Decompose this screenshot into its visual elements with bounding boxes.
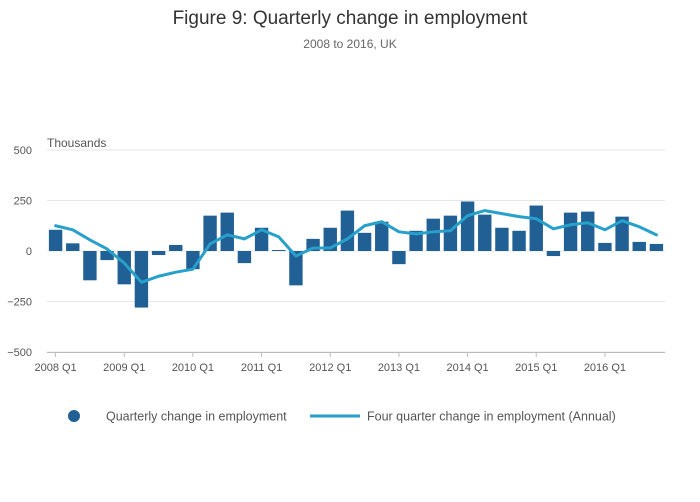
bar bbox=[254, 227, 269, 251]
bar bbox=[632, 241, 646, 251]
bar bbox=[409, 230, 423, 251]
bar bbox=[169, 244, 183, 251]
x-tick-label: 2008 Q1 bbox=[34, 362, 76, 374]
x-tick-label: 2011 Q1 bbox=[241, 362, 282, 374]
bar bbox=[237, 251, 252, 264]
x-tick-label: 2012 Q1 bbox=[309, 362, 351, 374]
y-tick-label: 250 bbox=[14, 196, 32, 208]
bar bbox=[48, 229, 63, 251]
bar bbox=[478, 214, 492, 251]
chart-subtitle: 2008 to 2016, UK bbox=[303, 37, 396, 51]
x-tick-label: 2009 Q1 bbox=[103, 362, 145, 374]
legend: Quarterly change in employment Four quar… bbox=[68, 410, 616, 424]
x-axis-ticks: 2008 Q1 2009 Q1 2010 Q1 2011 Q1 2012 Q1 2013 … bbox=[34, 352, 626, 374]
annual-change-line bbox=[54, 209, 658, 284]
y-axis-ticks: 500 250 0 −250 −500 bbox=[7, 145, 32, 359]
x-tick-label: 2014 Q1 bbox=[446, 362, 488, 374]
bar bbox=[615, 216, 629, 251]
x-tick-label: 2016 Q1 bbox=[584, 362, 626, 374]
x-tick-label: 2013 Q1 bbox=[378, 362, 420, 374]
bar bbox=[563, 212, 578, 251]
bar bbox=[83, 251, 97, 281]
legend-bar-marker bbox=[68, 410, 80, 422]
bar bbox=[100, 251, 114, 261]
bar bbox=[529, 205, 543, 251]
y-axis-unit-label: Thousands bbox=[47, 136, 106, 150]
bar bbox=[546, 251, 561, 257]
bar bbox=[340, 210, 355, 251]
y-tick-label: −500 bbox=[7, 347, 32, 359]
bar-series bbox=[48, 201, 664, 308]
line-series bbox=[54, 209, 658, 284]
bar bbox=[392, 251, 406, 265]
bar bbox=[151, 251, 166, 256]
bar bbox=[598, 242, 612, 251]
bar bbox=[357, 232, 372, 251]
bar bbox=[581, 211, 595, 251]
bar bbox=[443, 215, 458, 251]
y-tick-label: −250 bbox=[7, 297, 32, 309]
legend-bar-label: Quarterly change in employment bbox=[106, 410, 287, 424]
bar bbox=[649, 243, 664, 251]
bar bbox=[512, 230, 526, 251]
chart-title: Figure 9: Quarterly change in employment bbox=[173, 8, 529, 29]
x-tick-label: 2015 Q1 bbox=[515, 362, 557, 374]
bar bbox=[289, 251, 303, 286]
bar bbox=[220, 212, 234, 251]
bar bbox=[134, 251, 149, 308]
bar bbox=[272, 249, 286, 251]
bar bbox=[375, 221, 389, 251]
legend-line-label: Four quarter change in employment (Annua… bbox=[367, 410, 616, 424]
bar bbox=[66, 243, 80, 251]
y-tick-label: 0 bbox=[26, 246, 32, 258]
bar bbox=[495, 227, 509, 251]
y-tick-label: 500 bbox=[14, 145, 32, 157]
bar bbox=[426, 218, 440, 251]
x-tick-label: 2010 Q1 bbox=[172, 362, 214, 374]
bar bbox=[460, 201, 475, 251]
